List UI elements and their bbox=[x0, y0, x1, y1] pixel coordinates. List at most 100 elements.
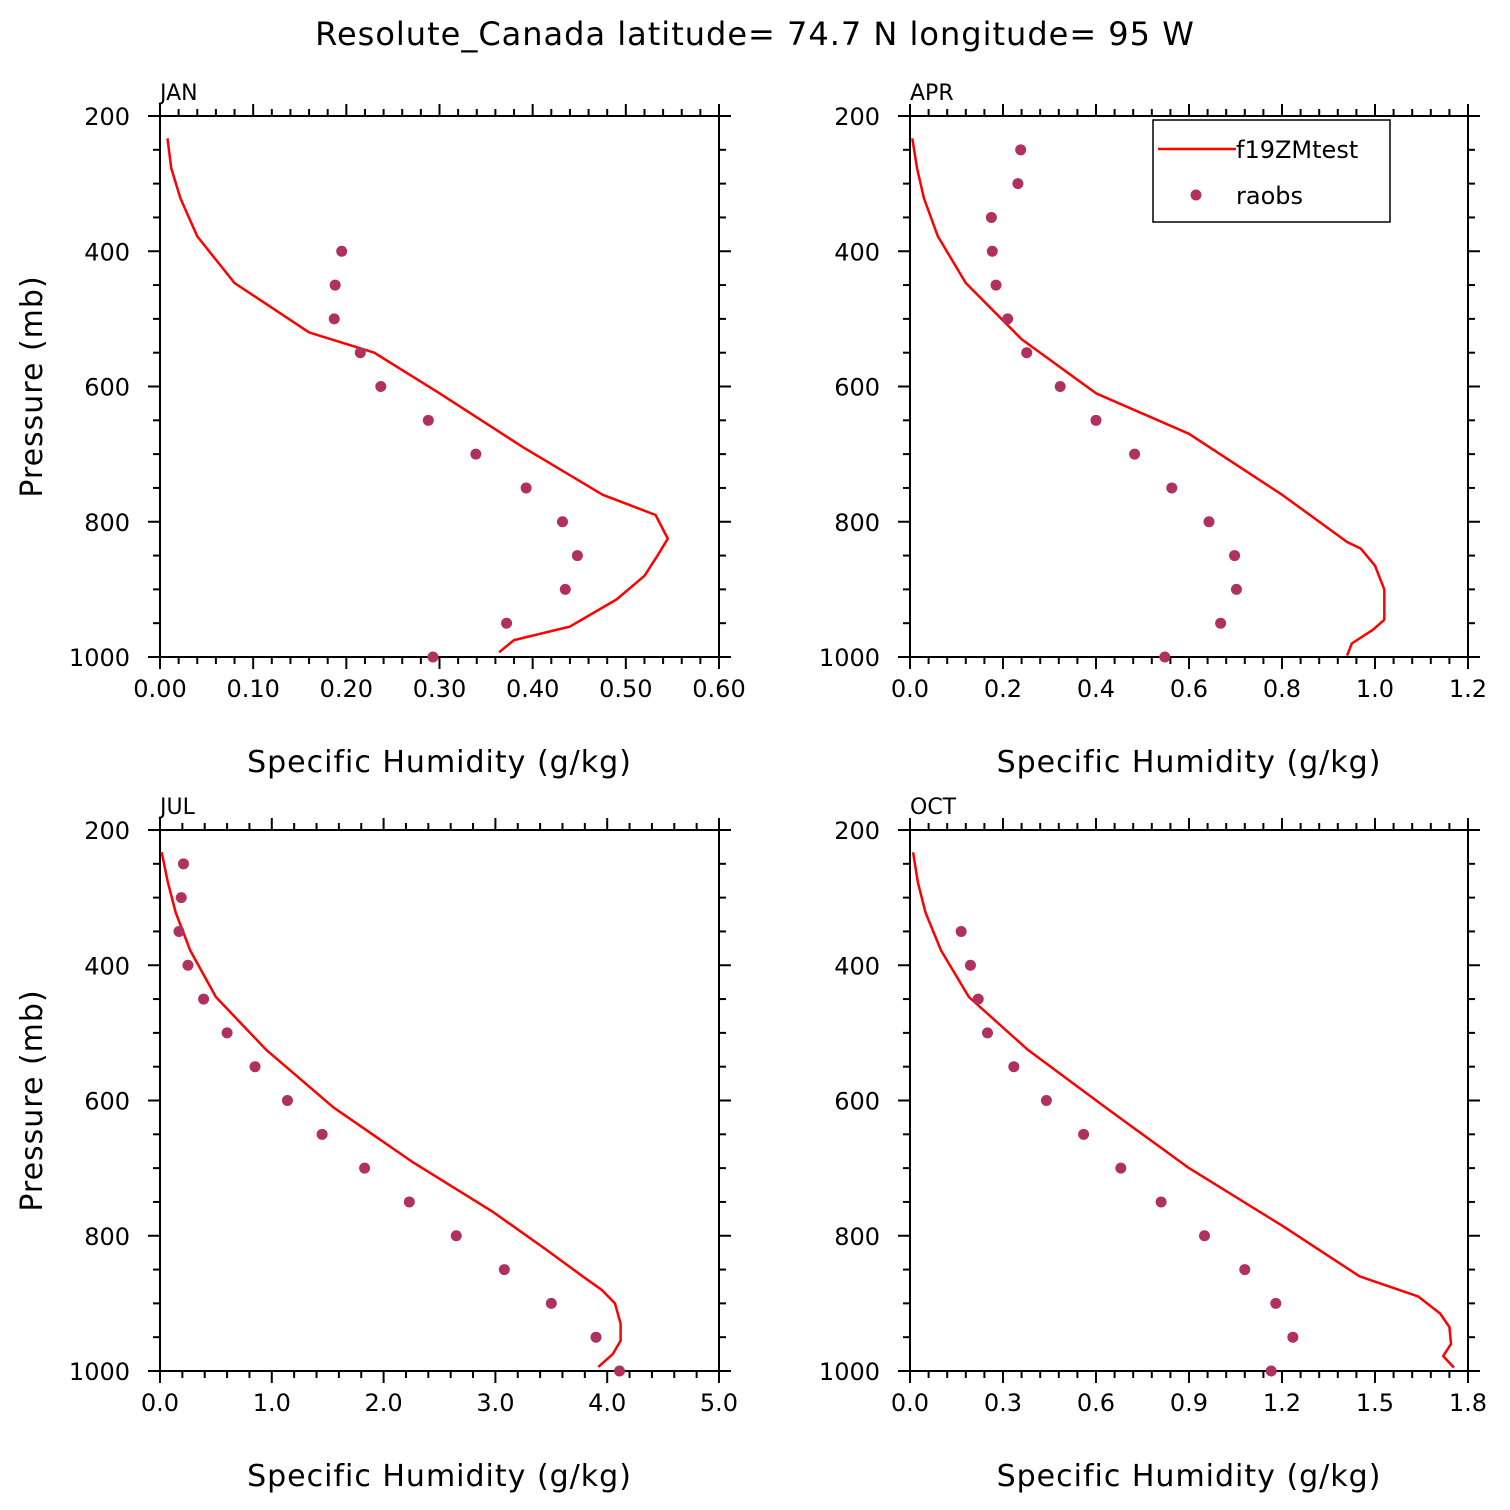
x-tick-label: 0.3 bbox=[984, 1389, 1022, 1417]
series-f19zmtest bbox=[911, 138, 1386, 657]
x-tick-label: 0.6 bbox=[1170, 675, 1208, 703]
x-tick-label: 0.10 bbox=[226, 675, 279, 703]
x-tick-label: 0.8 bbox=[1263, 675, 1301, 703]
obs-point bbox=[1287, 1331, 1299, 1343]
obs-point bbox=[173, 925, 185, 937]
obs-point bbox=[1239, 1264, 1251, 1276]
obs-point bbox=[470, 448, 482, 460]
x-tick-label: 1.2 bbox=[1263, 1389, 1301, 1417]
x-tick-label: 1.5 bbox=[1356, 1389, 1394, 1417]
obs-point bbox=[498, 1264, 510, 1276]
y-tick-label: 400 bbox=[834, 952, 880, 980]
series-f19zmtest bbox=[166, 138, 670, 654]
panel-label: OCT bbox=[910, 795, 957, 820]
obs-point bbox=[982, 1027, 993, 1039]
obs-point bbox=[175, 892, 187, 904]
obs-point bbox=[955, 925, 967, 937]
plot-frame bbox=[159, 829, 720, 1372]
y-tick-label: 200 bbox=[84, 817, 130, 845]
obs-point bbox=[329, 279, 341, 291]
obs-point bbox=[450, 1230, 462, 1242]
obs-point bbox=[198, 993, 210, 1005]
obs-point bbox=[986, 245, 998, 257]
obs-point bbox=[964, 959, 976, 971]
series-raobs bbox=[173, 858, 625, 1377]
x-tick-label: 0.4 bbox=[1077, 675, 1115, 703]
x-tick-label: 2.0 bbox=[365, 1389, 403, 1417]
y-tick-label: 800 bbox=[84, 509, 130, 537]
obs-point bbox=[1115, 1162, 1127, 1174]
series-raobs bbox=[955, 925, 1299, 1377]
legend: f19ZMtest raobs bbox=[1152, 119, 1391, 223]
panel-oct: OCT 0.0 0.3 0.6 0.9 1.2 1.5 1.8 200 400 600 800 1000… bbox=[819, 795, 1487, 1494]
y-tick-label: 400 bbox=[84, 238, 130, 266]
obs-point bbox=[1155, 1196, 1167, 1208]
plot-frame bbox=[909, 829, 1469, 1372]
x-axis-label: Specific Humidity (g/kg) bbox=[247, 745, 632, 780]
x-axis-label: Specific Humidity (g/kg) bbox=[997, 745, 1382, 780]
obs-point bbox=[613, 1365, 625, 1377]
y-tick-label: 600 bbox=[84, 374, 130, 402]
obs-point bbox=[545, 1297, 557, 1309]
obs-point bbox=[1203, 516, 1215, 528]
legend-model-label: f19ZMtest bbox=[1236, 136, 1358, 164]
y-tick-label: 400 bbox=[84, 952, 130, 980]
obs-point bbox=[1159, 651, 1171, 663]
obs-point bbox=[590, 1331, 602, 1343]
series-raobs bbox=[985, 144, 1242, 663]
legend-box bbox=[1152, 119, 1391, 223]
panel-jan: JAN 0.00 0.10 0.20 0.30 0.40 0.50 0.60 200 400 600… bbox=[15, 81, 746, 780]
obs-point bbox=[1078, 1128, 1090, 1140]
obs-point bbox=[1229, 550, 1241, 562]
obs-point bbox=[354, 347, 366, 359]
obs-point bbox=[1054, 381, 1066, 392]
x-tick-label: 1.8 bbox=[1449, 1389, 1487, 1417]
obs-point bbox=[1270, 1297, 1282, 1309]
y-tick-label: 800 bbox=[834, 509, 880, 537]
obs-point bbox=[1040, 1095, 1052, 1106]
model-line bbox=[160, 852, 622, 1368]
obs-point bbox=[328, 313, 340, 325]
obs-point bbox=[559, 583, 571, 595]
obs-point bbox=[249, 1061, 261, 1073]
x-tick-label: 5.0 bbox=[700, 1389, 738, 1417]
panel-label: JUL bbox=[158, 795, 196, 820]
series-f19zmtest bbox=[911, 852, 1455, 1369]
obs-point bbox=[375, 381, 387, 392]
x-tick-label: 0.00 bbox=[133, 675, 186, 703]
obs-point bbox=[1021, 347, 1033, 359]
x-tick-label: 0.0 bbox=[141, 1389, 179, 1417]
obs-point bbox=[177, 858, 189, 870]
series-f19zmtest bbox=[160, 852, 622, 1368]
y-tick-label: 200 bbox=[84, 103, 130, 131]
obs-point bbox=[316, 1128, 328, 1140]
panels: JAN 0.00 0.10 0.20 0.30 0.40 0.50 0.60 200 400 600… bbox=[15, 81, 1487, 1494]
panel-jul: JUL 0.0 1.0 2.0 3.0 4.0 5.0 200 400 600 800 1000 Spe… bbox=[15, 795, 738, 1494]
obs-point bbox=[1215, 617, 1227, 629]
x-tick-label: 0.2 bbox=[984, 675, 1022, 703]
obs-point bbox=[359, 1162, 371, 1174]
obs-point bbox=[1008, 1061, 1020, 1073]
x-tick-label: 4.0 bbox=[588, 1389, 626, 1417]
legend-point-swatch bbox=[1190, 189, 1202, 201]
obs-point bbox=[985, 211, 997, 223]
x-tick-label: 0.6 bbox=[1077, 1389, 1115, 1417]
x-tick-label: 0.50 bbox=[599, 675, 652, 703]
x-tick-label: 0.60 bbox=[692, 675, 745, 703]
y-tick-label: 600 bbox=[834, 374, 880, 402]
obs-point bbox=[501, 617, 513, 629]
x-tick-label: 0.30 bbox=[413, 675, 466, 703]
figure-title: Resolute_Canada latitude= 74.7 N longitu… bbox=[315, 15, 1195, 53]
x-axis-label: Specific Humidity (g/kg) bbox=[997, 1459, 1382, 1494]
legend-obs-label: raobs bbox=[1236, 182, 1303, 210]
y-axis-label: Pressure (mb) bbox=[15, 275, 50, 497]
y-tick-label: 600 bbox=[834, 1088, 880, 1116]
panel-label: JAN bbox=[158, 81, 198, 106]
obs-point bbox=[427, 651, 439, 663]
y-tick-label: 1000 bbox=[69, 644, 130, 672]
y-tick-label: 200 bbox=[834, 817, 880, 845]
x-tick-label: 0.0 bbox=[891, 675, 929, 703]
y-tick-label: 600 bbox=[84, 1088, 130, 1116]
x-tick-label: 3.0 bbox=[476, 1389, 514, 1417]
x-axis-label: Specific Humidity (g/kg) bbox=[247, 1459, 632, 1494]
